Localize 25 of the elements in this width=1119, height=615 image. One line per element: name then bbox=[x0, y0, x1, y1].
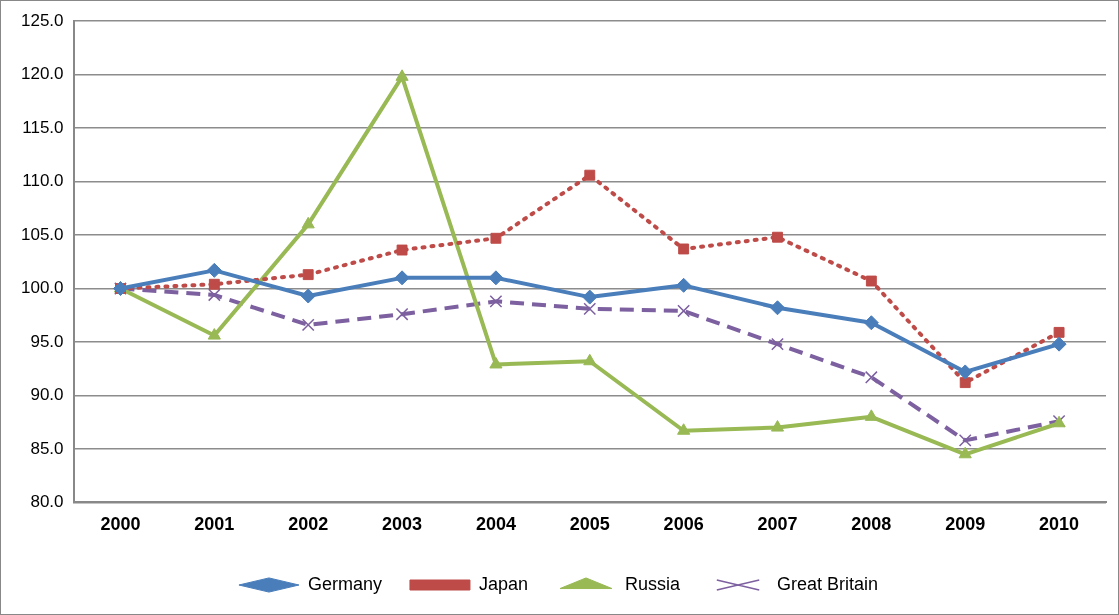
x-tick-label: 2010 bbox=[1039, 514, 1080, 535]
x-tick-label: 2003 bbox=[382, 514, 423, 535]
y-tick-label: 115.0 bbox=[22, 117, 64, 137]
y-tick-label: 85.0 bbox=[30, 438, 64, 458]
y-tick-label: 105.0 bbox=[20, 224, 64, 244]
x-tick-label: 2007 bbox=[757, 514, 798, 535]
x-tick-label: 2002 bbox=[288, 514, 329, 535]
y-tick-label: 80.0 bbox=[30, 492, 64, 512]
y-tick-label: 125.0 bbox=[20, 10, 64, 30]
x-tick-label: 2006 bbox=[663, 514, 704, 535]
y-tick-label: 90.0 bbox=[30, 385, 64, 405]
legend-label: Japan bbox=[478, 573, 529, 594]
legend-label: Russia bbox=[625, 573, 682, 594]
y-tick-label: 120.0 bbox=[20, 64, 64, 84]
x-tick-label: 2005 bbox=[569, 514, 610, 535]
x-tick-label: 2004 bbox=[475, 514, 516, 535]
legend-label: Great Britain bbox=[777, 573, 879, 594]
y-tick-label: 95.0 bbox=[30, 331, 64, 351]
y-tick-label: 100.0 bbox=[20, 278, 64, 298]
y-tick-label: 110.0 bbox=[22, 171, 64, 191]
x-tick-label: 2001 bbox=[194, 514, 235, 535]
legend-label: Germany bbox=[307, 573, 382, 594]
x-tick-label: 2009 bbox=[945, 514, 986, 535]
x-tick-label: 2000 bbox=[100, 514, 141, 535]
x-tick-label: 2008 bbox=[851, 514, 892, 535]
